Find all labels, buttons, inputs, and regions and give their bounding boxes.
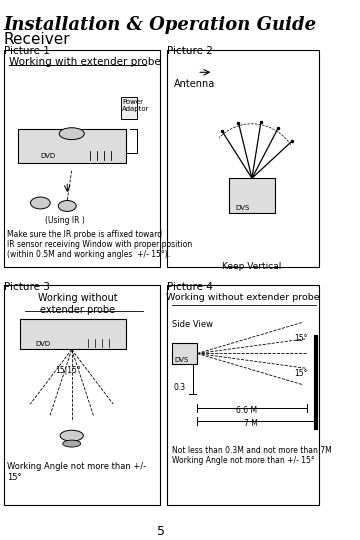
- Text: Working Angle not more than +/- 15°: Working Angle not more than +/- 15°: [172, 456, 315, 465]
- Text: Not less than 0.3M and not more than 7M: Not less than 0.3M and not more than 7M: [172, 446, 332, 455]
- Text: 0.3: 0.3: [174, 383, 186, 392]
- Text: Side View: Side View: [172, 320, 213, 329]
- Ellipse shape: [60, 430, 84, 441]
- Text: Working without extender probe: Working without extender probe: [166, 293, 320, 302]
- Text: Working without
extender probe: Working without extender probe: [38, 293, 118, 315]
- Text: Picture 2: Picture 2: [167, 45, 213, 56]
- Text: 15°: 15°: [294, 369, 307, 379]
- Ellipse shape: [63, 440, 81, 447]
- Text: 5: 5: [157, 525, 165, 538]
- Text: Working Angle not more than +/-
15°: Working Angle not more than +/- 15°: [7, 462, 146, 482]
- Text: Picture 4: Picture 4: [167, 282, 213, 292]
- Text: DVS: DVS: [235, 205, 249, 211]
- Text: Make sure the IR probe is affixed toward: Make sure the IR probe is affixed toward: [7, 230, 162, 239]
- Bar: [229, 178, 275, 213]
- Ellipse shape: [59, 128, 84, 140]
- Text: Installation & Operation Guide: Installation & Operation Guide: [4, 16, 317, 34]
- Text: Working with extender probe: Working with extender probe: [9, 57, 161, 68]
- Text: IR sensor receiving Window with proper position: IR sensor receiving Window with proper p…: [7, 240, 193, 248]
- Text: Power
Adaptor: Power Adaptor: [122, 99, 149, 112]
- Text: (within 0.5M and working angles  +/- 15°).: (within 0.5M and working angles +/- 15°)…: [7, 249, 170, 259]
- Text: 15|15°: 15|15°: [55, 366, 81, 375]
- Text: 7 M: 7 M: [244, 419, 258, 428]
- Text: DVS: DVS: [175, 357, 189, 363]
- Text: Picture 3: Picture 3: [4, 282, 49, 292]
- Bar: [167, 50, 319, 267]
- Text: Keep Vertical: Keep Vertical: [222, 262, 282, 272]
- Bar: [18, 129, 126, 164]
- Text: (Using IR ): (Using IR ): [45, 216, 85, 225]
- Bar: [4, 50, 159, 267]
- Bar: [4, 285, 159, 505]
- Bar: [20, 319, 126, 348]
- Text: DVD: DVD: [36, 341, 51, 347]
- Text: Receiver: Receiver: [4, 32, 70, 46]
- Bar: [167, 285, 319, 505]
- Text: 15°: 15°: [294, 334, 307, 343]
- Text: Picture 1: Picture 1: [4, 45, 49, 56]
- Ellipse shape: [31, 197, 50, 209]
- Text: DVD: DVD: [40, 153, 55, 159]
- Bar: [121, 97, 137, 119]
- Text: Antenna: Antenna: [174, 79, 215, 89]
- Text: 6.6 M: 6.6 M: [236, 406, 257, 415]
- Ellipse shape: [58, 200, 76, 211]
- Bar: [172, 342, 197, 365]
